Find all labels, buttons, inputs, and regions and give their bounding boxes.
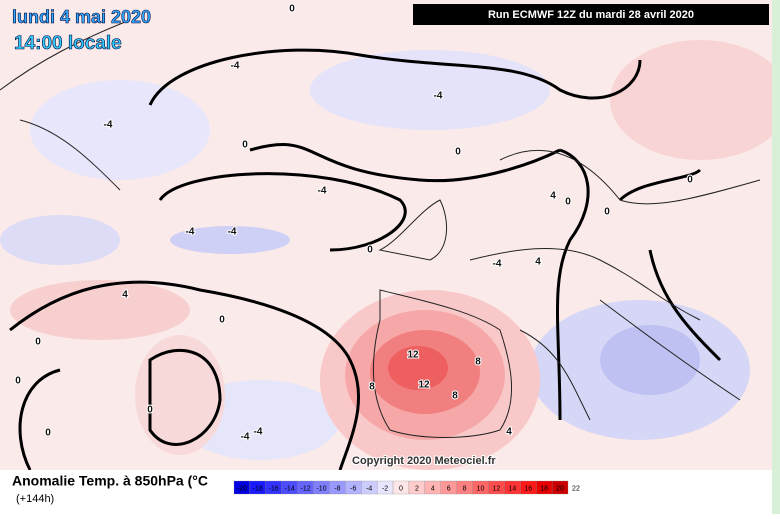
scale-tick-label: -2: [382, 485, 388, 492]
scale-swatch: [551, 480, 569, 495]
contour-label: -4: [231, 61, 240, 72]
contour-label: 0: [687, 175, 693, 186]
scale-tick-label: -10: [316, 485, 326, 492]
contour-label: 0: [289, 4, 295, 15]
scale-tick-label: -4: [366, 485, 372, 492]
contour-label: 12: [407, 350, 419, 361]
contour-label: -4: [434, 91, 443, 102]
contour-label: 8: [475, 357, 481, 368]
scale-tick-label: 2: [415, 485, 419, 492]
contour-label: 12: [418, 380, 430, 391]
contour-label: 4: [122, 290, 128, 301]
contour-label: -4: [493, 259, 502, 270]
contour-label: -4: [241, 432, 250, 443]
contour-label: 0: [147, 405, 153, 416]
scale-tick-label: -18: [253, 485, 263, 492]
contour-label: -4: [254, 427, 263, 438]
contour-label: 0: [604, 207, 610, 218]
contour-label: 0: [565, 197, 571, 208]
color-scale: -20 -18 -16 -14 -12 -10 -8 -6 -4 -2 0 2 4 6 8 10 12 14 16 1…: [233, 480, 580, 495]
contour-label: 4: [550, 191, 556, 202]
contour-label: 0: [219, 315, 225, 326]
contour-label: -4: [186, 227, 195, 238]
scale-tick-label: 18: [540, 485, 548, 492]
scale-tick-label: 14: [508, 485, 516, 492]
contour-label: 4: [506, 427, 512, 438]
scale-tick-label: 12: [493, 485, 501, 492]
contour-label: 8: [452, 391, 458, 402]
scale-tick-label: 6: [447, 485, 451, 492]
scale-tick-label: 10: [477, 485, 485, 492]
contour-label: -4: [104, 120, 113, 131]
scale-tick-label: 0: [399, 485, 403, 492]
contour-label: 0: [455, 147, 461, 158]
scale-tick-label: -16: [269, 485, 279, 492]
scale-tick-label: -12: [301, 485, 311, 492]
scale-tick-label: 16: [524, 485, 532, 492]
scale-tick-label: 20: [556, 485, 564, 492]
side-strip: [772, 0, 780, 514]
scale-tick-label: -14: [285, 485, 295, 492]
zero-contours: [9, 48, 722, 471]
run-banner: [413, 4, 769, 25]
legend-lead: (+144h): [16, 493, 54, 505]
contour-label: 8: [369, 382, 375, 393]
contour-label: -4: [228, 227, 237, 238]
contour-label: 0: [15, 376, 21, 387]
scale-tick-label: 22: [572, 485, 580, 492]
legend-title: Anomalie Temp. à 850hPa (°C: [12, 473, 208, 489]
contour-label: 0: [35, 337, 41, 348]
date: lundi 4 mai 2020: [12, 7, 151, 27]
contour-label: 4: [535, 257, 541, 268]
coastlines: [0, 19, 761, 438]
copyright: Copyright 2020 Meteociel.fr: [352, 455, 496, 467]
contour-label: 0: [45, 428, 51, 439]
scale-tick-label: 4: [431, 485, 435, 492]
contour-label: 0: [367, 245, 373, 256]
scale-tick-label: 8: [463, 485, 467, 492]
time: 14:00 locale: [14, 33, 122, 54]
contour-labels: 0-4-40-40-4-4 -44040000012128884-4400-4-4…: [14, 3, 694, 444]
contour-label: 0: [242, 140, 248, 151]
run-info: Run ECMWF 12Z du mardi 28 avril 2020: [488, 9, 694, 21]
scale-tick-label: -20: [237, 485, 247, 492]
contour-label: -4: [318, 186, 327, 197]
scale-tick-label: -6: [350, 485, 356, 492]
scale-tick-label: -8: [334, 485, 340, 492]
